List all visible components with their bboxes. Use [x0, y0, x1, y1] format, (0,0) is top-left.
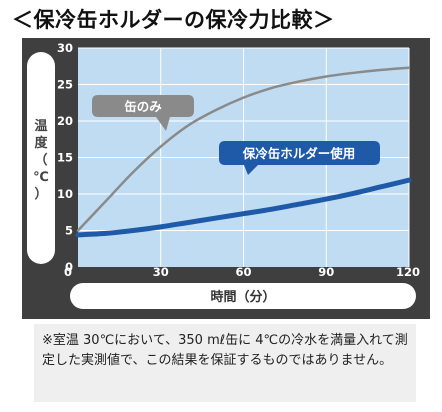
x-axis-ticks: 0 30 60 90 120: [64, 265, 420, 279]
y-tick-label: 15: [57, 151, 73, 165]
x-tick-label: 120: [396, 265, 420, 279]
x-tick-label: 30: [153, 265, 169, 279]
callout-holder-bubble: [219, 141, 380, 175]
y-tick-label: 30: [57, 41, 73, 55]
callout-can-only: 缶のみ: [92, 95, 194, 131]
x-tick-label: 90: [318, 265, 334, 279]
y-tick-label: 10: [57, 187, 73, 201]
x-axis-label: 時間（分）: [210, 289, 275, 305]
y-axis-label: 温度（℃）: [33, 119, 49, 202]
x-tick-label: 0: [64, 265, 72, 279]
series-line-holder: [75, 177, 412, 238]
callout-holder-label: 保冷缶ホルダー使用: [242, 146, 356, 161]
series-line-can-only: [76, 66, 411, 232]
y-tick-label: 5: [65, 224, 73, 238]
callout-holder: 保冷缶ホルダー使用: [219, 141, 380, 175]
callout-can-only-bubble: [92, 95, 194, 131]
y-axis-ticks: 0 5 10 15 20 25 30: [57, 41, 73, 274]
series-layer: [75, 66, 412, 238]
chart-title: ＜保冷缶ホルダーの保冷力比較＞: [12, 8, 335, 32]
note-box: [34, 324, 416, 402]
y-tick-label: 20: [57, 114, 73, 128]
x-axis-label-box: [70, 283, 416, 309]
y-axis-label-box: [27, 52, 55, 264]
disclaimer-note: ※室温 30℃において、350 mℓ缶に 4℃の冷水を満量入れて測定した実測値で…: [42, 333, 408, 368]
y-tick-label: 0: [65, 260, 73, 274]
y-tick-label: 25: [57, 78, 73, 92]
x-tick-label: 60: [235, 265, 251, 279]
callout-can-only-label: 缶のみ: [124, 99, 162, 114]
